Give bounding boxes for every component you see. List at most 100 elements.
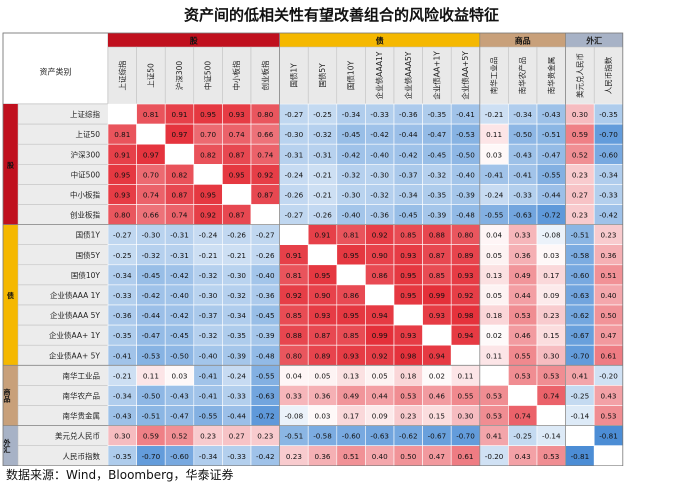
- cell-value: -0.32: [227, 291, 246, 300]
- cell-value: -0.14: [571, 412, 590, 421]
- cell-value: -0.45: [142, 271, 161, 280]
- cell-value: 0.53: [486, 412, 502, 421]
- cell-value: -0.45: [342, 130, 361, 139]
- cell-value: 0.05: [372, 371, 388, 380]
- cell-value: -0.41: [513, 170, 532, 179]
- cell-value: 0.99: [372, 331, 388, 340]
- cell-value: 0.09: [543, 291, 559, 300]
- cell-value: -0.40: [342, 211, 361, 220]
- cell-value: 0.47: [600, 331, 616, 340]
- cell-value: -0.42: [370, 130, 389, 139]
- cell-value: -0.44: [227, 412, 246, 421]
- cell-value: 0.17: [343, 412, 359, 421]
- cell-value: -0.47: [170, 412, 189, 421]
- heatmap-cell: [393, 304, 423, 326]
- cell-value: -0.51: [142, 412, 161, 421]
- cell-value: 0.80: [286, 351, 302, 360]
- group-label-top: 股: [190, 36, 198, 46]
- heatmap-cell: [508, 385, 538, 406]
- cell-value: -0.36: [113, 311, 132, 320]
- cell-value: 0.97: [171, 130, 187, 139]
- col-header-cell: [336, 46, 366, 105]
- cell-value: 0.33: [286, 391, 302, 400]
- col-header-cell: [393, 46, 423, 105]
- cell-value: 0.95: [343, 251, 359, 260]
- cell-value: -0.27: [285, 211, 304, 220]
- cell-value: -0.50: [170, 351, 189, 360]
- cell-value: -0.72: [256, 412, 275, 421]
- cell-value: -0.21: [113, 371, 132, 380]
- col-header-cell: [250, 46, 280, 105]
- col-label: 中证500: [203, 61, 213, 91]
- cell-value: 0.04: [286, 371, 302, 380]
- cell-value: -0.47: [142, 331, 161, 340]
- row-label: 美元兑人民币: [55, 431, 100, 441]
- cell-value: -0.55: [542, 170, 561, 179]
- row-label: 国债5Y: [76, 250, 101, 260]
- cell-value: -0.30: [342, 190, 361, 199]
- group-band-top: [108, 33, 280, 47]
- cell-value: 0.66: [143, 211, 159, 220]
- cell-value: -0.44: [542, 190, 561, 199]
- cell-value: 0.03: [171, 371, 187, 380]
- group-band-top: [479, 33, 566, 47]
- cell-value: 0.23: [400, 412, 416, 421]
- cell-value: -0.36: [256, 291, 275, 300]
- cell-value: 0.87: [171, 190, 187, 199]
- cell-value: -0.30: [285, 130, 304, 139]
- cell-value: -0.45: [428, 150, 447, 159]
- group-label-left: 股: [6, 160, 15, 169]
- cell-value: 0.88: [286, 331, 302, 340]
- cell-value: 0.70: [143, 170, 159, 179]
- heatmap-cell: [593, 445, 624, 466]
- heatmap-cell: [479, 364, 509, 386]
- group-label-top: 商品: [515, 36, 531, 46]
- cell-value: 0.49: [343, 391, 359, 400]
- cell-value: -0.62: [399, 432, 418, 441]
- col-label: 沪深300: [174, 61, 184, 91]
- cell-value: -0.34: [227, 311, 246, 320]
- cell-value: 0.74: [229, 130, 245, 139]
- cell-value: -0.33: [113, 291, 132, 300]
- cell-value: -0.33: [513, 190, 532, 199]
- heatmap-cell: [136, 123, 166, 145]
- cell-value: -0.08: [285, 412, 304, 421]
- cell-value: 0.55: [457, 391, 473, 400]
- cell-value: -0.36: [399, 110, 418, 119]
- cell-value: -0.53: [456, 130, 475, 139]
- cell-value: -0.34: [342, 110, 361, 119]
- cell-value: -0.81: [571, 452, 590, 461]
- cell-value: 0.11: [486, 351, 502, 360]
- cell-value: -0.70: [599, 130, 618, 139]
- cell-value: 0.40: [600, 291, 616, 300]
- row-label: 南华贵金属: [63, 411, 101, 421]
- cell-value: 0.82: [171, 170, 187, 179]
- cell-value: -0.45: [256, 311, 275, 320]
- cell-value: 0.94: [429, 351, 445, 360]
- cell-value: 0.36: [314, 391, 330, 400]
- heatmap-cell: [107, 103, 137, 125]
- cell-value: 0.43: [600, 391, 616, 400]
- heatmap-cell: [222, 184, 252, 205]
- cell-value: -0.40: [256, 271, 275, 280]
- cell-value: 0.97: [143, 150, 159, 159]
- cell-value: -0.48: [456, 211, 475, 220]
- cell-value: -0.63: [513, 211, 532, 220]
- cell-value: 0.88: [429, 231, 445, 240]
- cell-value: -0.31: [170, 251, 189, 260]
- cell-value: -0.43: [513, 150, 532, 159]
- row-label: 企业债AA+ 5Y: [49, 350, 100, 360]
- cell-value: 0.93: [229, 110, 245, 119]
- cell-value: -0.53: [142, 351, 161, 360]
- cell-value: 0.40: [372, 452, 388, 461]
- cell-value: -0.32: [313, 130, 332, 139]
- cell-value: 0.61: [457, 452, 473, 461]
- cell-value: 0.93: [314, 311, 330, 320]
- cell-value: 0.23: [543, 311, 559, 320]
- cell-value: 0.92: [257, 170, 273, 179]
- cell-value: -0.51: [285, 432, 304, 441]
- cell-value: 0.05: [314, 371, 330, 380]
- cell-value: 0.95: [200, 110, 216, 119]
- cell-value: -0.33: [599, 190, 618, 199]
- cell-value: 0.74: [543, 391, 559, 400]
